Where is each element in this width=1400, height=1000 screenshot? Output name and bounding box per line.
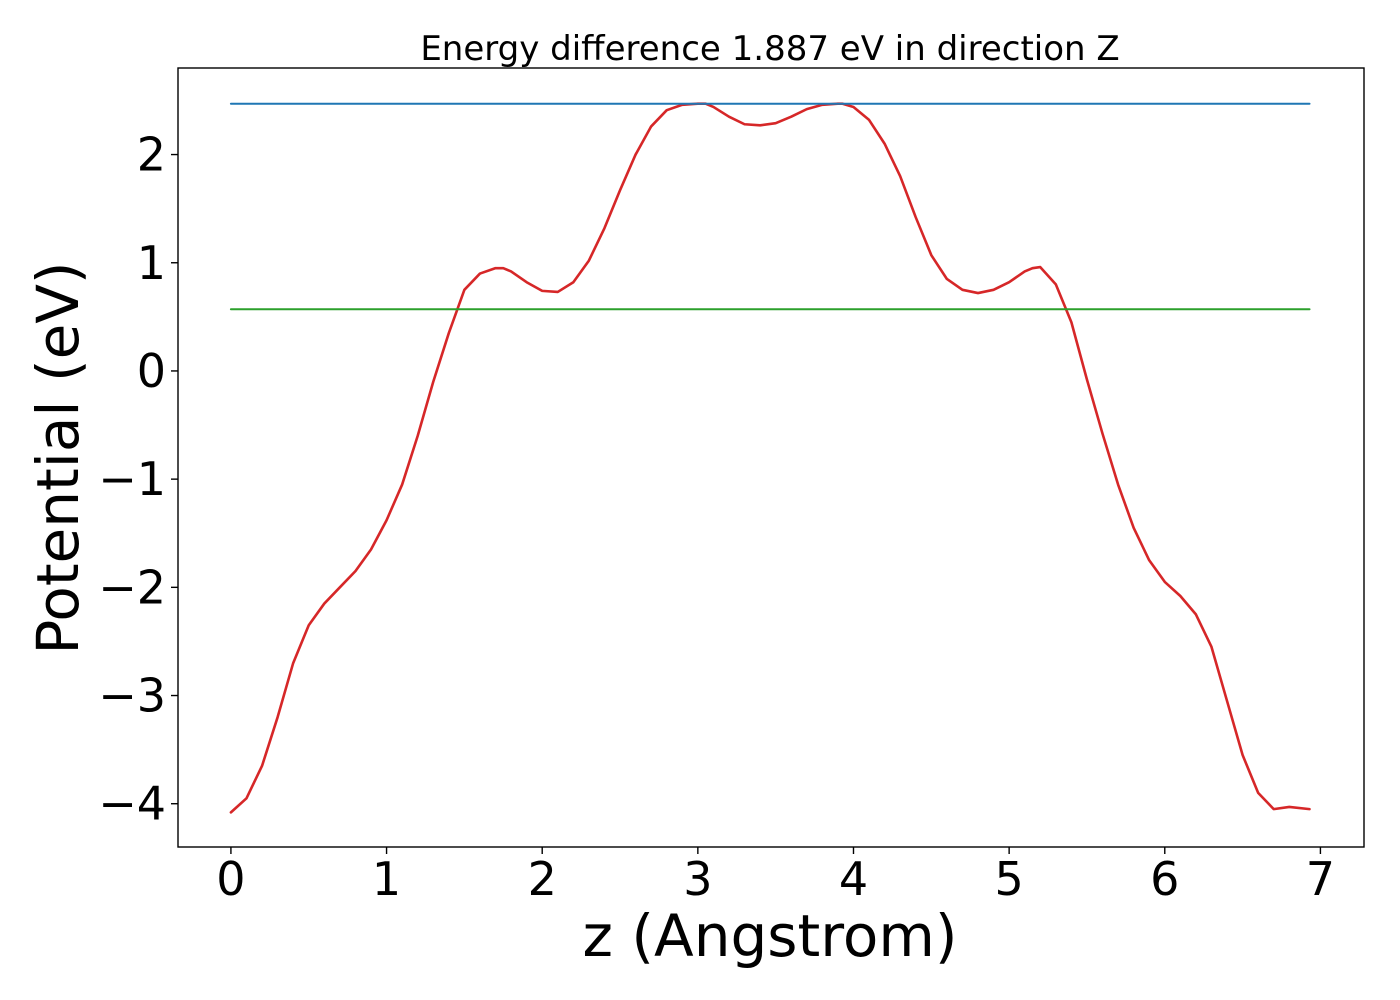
x-tick-label: 4 [839,852,868,906]
x-axis-title: z (Angstrom) [583,902,958,970]
y-axis-ticks: −4 −3 −2 −1 0 1 2 [98,128,178,831]
x-axis-ticks: 0 1 2 3 4 5 6 7 [216,847,1335,906]
x-tick-label: 5 [994,852,1023,906]
plot-frame [177,67,1365,848]
series-layer [229,102,1311,814]
y-tick-label: −2 [98,560,166,614]
chart-title: Energy difference 1.887 eV in direction … [420,29,1119,69]
x-tick-label: 6 [1150,852,1179,906]
y-axis-title: Potential (eV) [24,261,92,654]
series-line-0 [229,102,1311,814]
y-tick-label: 2 [137,128,166,182]
x-tick-label: 1 [372,852,401,906]
x-tick-label: 2 [528,852,557,906]
y-tick-label: −1 [98,452,166,506]
y-tick-label: 0 [137,344,166,398]
y-tick-label: −4 [98,777,166,831]
y-tick-label: −3 [98,669,166,723]
y-tick-label: 1 [137,236,166,290]
x-tick-label: 3 [683,852,712,906]
x-tick-label: 0 [216,852,245,906]
x-tick-label: 7 [1306,852,1335,906]
